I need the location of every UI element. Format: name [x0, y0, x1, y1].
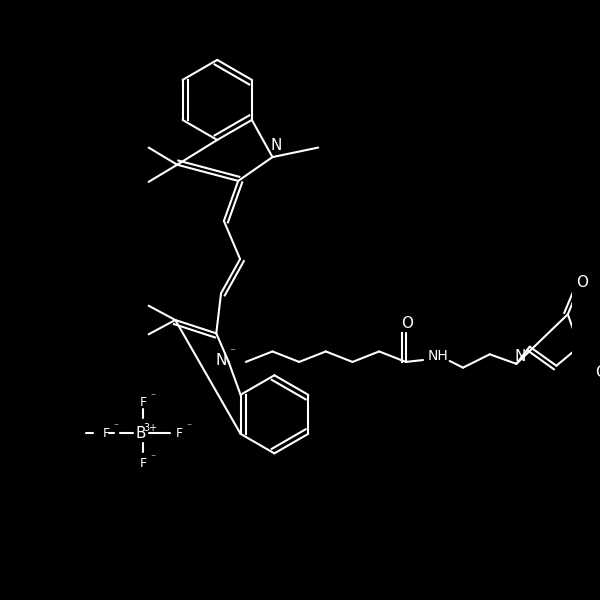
Text: N: N [215, 353, 227, 368]
Text: O: O [595, 365, 600, 380]
Text: B: B [136, 426, 146, 441]
Text: F: F [139, 397, 146, 409]
Text: 3+: 3+ [143, 422, 158, 433]
Text: ⁻: ⁻ [150, 392, 155, 402]
Text: O: O [576, 275, 588, 290]
Text: F: F [176, 427, 182, 440]
Text: F: F [103, 427, 110, 440]
Text: F: F [139, 457, 146, 470]
Text: ⁻: ⁻ [113, 422, 119, 433]
Text: N: N [271, 138, 282, 153]
Text: N: N [514, 349, 526, 364]
Text: ⁻: ⁻ [150, 453, 155, 463]
Text: ⁻: ⁻ [230, 347, 235, 358]
Text: NH: NH [428, 349, 449, 363]
Text: O: O [401, 316, 413, 331]
Text: ⁻: ⁻ [186, 422, 191, 433]
